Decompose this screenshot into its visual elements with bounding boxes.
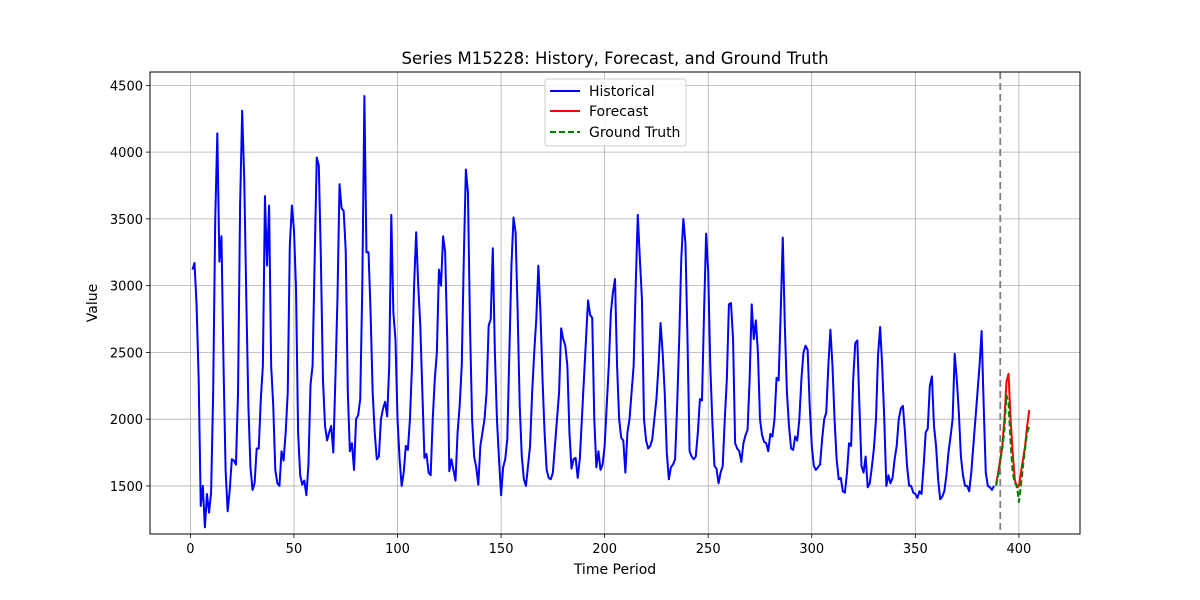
legend-historical-label: Historical (589, 84, 655, 100)
x-tick-label: 200 (592, 542, 617, 557)
legend-box (544, 78, 687, 147)
y-tick-label: 4500 (110, 79, 143, 94)
y-tick-label: 3000 (110, 280, 143, 295)
x-axis-label: Time Period (573, 562, 656, 578)
series-lines (191, 95, 1031, 529)
grid-lines (150, 72, 1080, 534)
x-tick-label: 150 (489, 542, 514, 557)
y-tick-label: 3500 (110, 213, 143, 228)
legend: Historical Forecast Ground Truth (544, 78, 687, 147)
y-tick-label: 4000 (110, 146, 143, 161)
x-tick-label: 350 (903, 542, 928, 557)
plot-frame (149, 71, 1081, 535)
x-tick-label: 100 (385, 542, 410, 557)
legend-forecast-label: Forecast (589, 104, 649, 120)
y-axis-ticks: 1500 2000 2500 3000 3500 4000 4500 (110, 79, 150, 495)
x-tick-label: 400 (1006, 542, 1031, 557)
legend-ground-truth-label: Ground Truth (589, 125, 680, 141)
x-tick-label: 0 (186, 542, 194, 557)
x-tick-label: 300 (799, 542, 824, 557)
x-tick-label: 250 (696, 542, 721, 557)
y-tick-label: 2500 (110, 346, 143, 361)
y-axis-label: Value (85, 284, 101, 322)
x-axis-ticks: 0 50 100 150 200 250 300 350 400 (186, 534, 1031, 557)
y-tick-label: 1500 (110, 480, 143, 495)
series-line-historical (191, 95, 995, 529)
y-tick-label: 2000 (110, 413, 143, 428)
x-tick-label: 50 (286, 542, 303, 557)
chart-title: Series M15228: History, Forecast, and Gr… (401, 49, 828, 68)
